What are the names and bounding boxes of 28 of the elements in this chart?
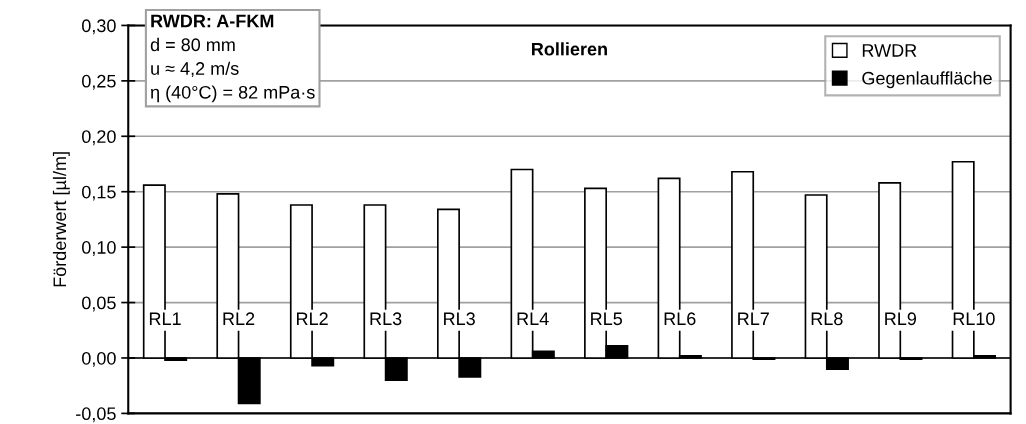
- x-tick-label: RL7: [738, 312, 769, 325]
- x-tick-label: RL2: [297, 312, 328, 325]
- y-axis-title: Förderwert [µl/m]: [52, 152, 70, 287]
- legend-label: RWDR: [862, 44, 917, 57]
- annotation: RWDR: A-FKM: [151, 14, 274, 28]
- x-tick-label: RL4: [517, 312, 549, 325]
- annotation: η (40°C) = 82 mPa·s: [151, 85, 315, 103]
- y-tick-label: 0,10: [82, 241, 116, 256]
- annotation: u ≈ 4,2 m/s: [151, 61, 239, 78]
- x-tick-label: RL9: [885, 312, 917, 326]
- y-tick-label: -0,05: [76, 407, 116, 423]
- y-tick-label: 0,05: [82, 296, 116, 312]
- x-tick-label: RL3: [444, 312, 475, 326]
- annotation: d = 80 mm: [150, 37, 235, 52]
- x-tick-label: RL6: [664, 312, 696, 326]
- x-tick-label: RL8: [811, 312, 843, 326]
- x-tick-label: RL2: [223, 312, 255, 325]
- text: Rollieren: [532, 42, 607, 56]
- y-tick-label: 0,15: [82, 185, 116, 201]
- x-tick-label: RL3: [370, 312, 402, 326]
- legend-label: Gegenlauffläche: [862, 71, 992, 89]
- x-tick-label: RL5: [591, 312, 622, 326]
- y-tick-label: 0,25: [82, 74, 116, 90]
- y-tick-label: 0,20: [82, 130, 116, 146]
- x-tick-label: RL10: [953, 312, 995, 326]
- y-tick-label: 0,30: [82, 19, 116, 35]
- y-tick-label: 0,00: [82, 351, 116, 367]
- x-tick-label: RL1: [149, 312, 181, 325]
